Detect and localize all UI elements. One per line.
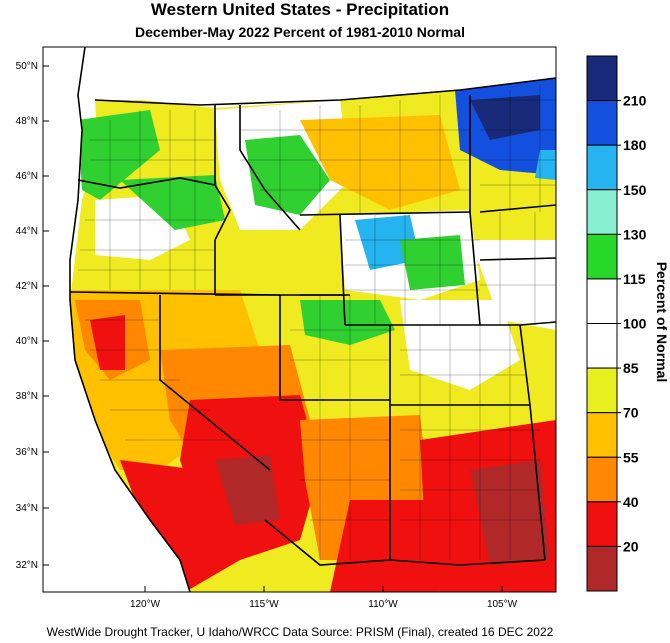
lon-label-115: 115°W: [249, 599, 279, 610]
lat-label-32: 32°N: [16, 560, 38, 571]
county-borders: [78, 85, 556, 560]
lat-label-40: 40°N: [16, 336, 38, 347]
legend-labels: 210 180 150 130 115 100 85 70 55 40 20: [617, 93, 647, 554]
longitude-axis: [144, 586, 503, 592]
legend-label: 20: [623, 538, 639, 554]
coastline: [69, 46, 191, 593]
legend-swatch: [586, 189, 618, 235]
lat-label-34: 34°N: [16, 503, 38, 514]
legend-colorbar: [586, 55, 618, 592]
map-footer: WestWide Drought Tracker, U Idaho/WRCC D…: [46, 625, 554, 639]
legend-swatch: [586, 55, 618, 102]
legend-swatch: [586, 456, 618, 503]
legend-swatch: [586, 367, 618, 414]
legend-swatch: [586, 323, 618, 369]
legend-swatch: [586, 144, 618, 191]
legend-label: 100: [623, 316, 647, 332]
legend-swatch: [586, 233, 618, 280]
legend-swatch: [586, 278, 618, 324]
legend-label: 180: [623, 137, 647, 153]
lat-label-46: 46°N: [16, 171, 38, 182]
legend-swatch: [586, 100, 618, 146]
lon-label-105: 105°W: [487, 599, 518, 610]
map-title: Western United States - Precipitation: [150, 0, 450, 19]
legend-label: 70: [623, 405, 639, 421]
legend-label: 210: [623, 93, 647, 109]
lat-label-38: 38°N: [16, 391, 38, 402]
lat-label-44: 44°N: [16, 226, 38, 237]
legend-swatch: [586, 501, 618, 547]
legend-label: 130: [623, 226, 647, 242]
lat-label-50: 50°N: [16, 61, 38, 72]
legend-title: Percent of Normal: [654, 262, 670, 383]
latitude-axis: [43, 65, 49, 566]
legend-label: 115: [623, 271, 646, 287]
lat-label-48: 48°N: [16, 116, 38, 127]
lat-label-42: 42°N: [16, 281, 38, 292]
map-subtitle: December-May 2022 Percent of 1981-2010 N…: [135, 24, 465, 40]
legend-label: 85: [623, 360, 639, 376]
lon-label-110: 110°W: [368, 599, 398, 610]
lat-label-36: 36°N: [16, 447, 38, 458]
legend-swatch: [586, 545, 618, 592]
state-borders: [69, 77, 557, 566]
map-frame: [42, 46, 557, 593]
lon-label-120: 120°W: [130, 599, 161, 610]
legend-swatch: [586, 412, 618, 458]
legend-label: 150: [623, 182, 647, 198]
legend-label: 40: [623, 494, 639, 510]
map-field: [43, 47, 556, 592]
legend-label: 55: [623, 449, 639, 465]
